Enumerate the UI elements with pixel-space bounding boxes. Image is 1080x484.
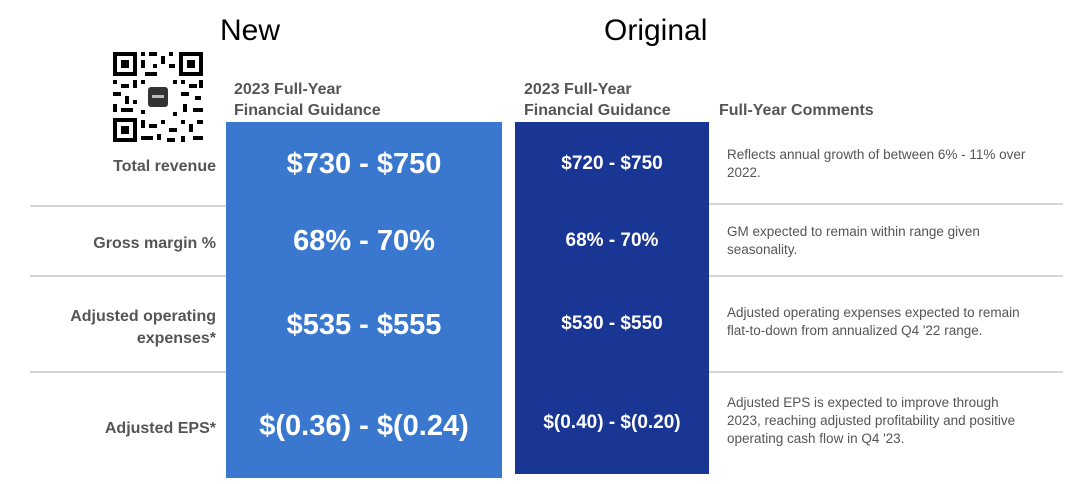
row-label-total-revenue: Total revenue: [113, 158, 216, 175]
row-label-adjusted-operating-expenses: Adjusted operating expenses*: [16, 306, 216, 350]
row-separator: [709, 203, 1063, 205]
original-value-total-revenue: $720 - $750: [561, 153, 663, 174]
original-guidance-header-line1: 2023 Full-Year: [524, 81, 632, 98]
original-value-gross-margin: 68% - 70%: [565, 230, 659, 251]
row-separator: [709, 371, 1063, 373]
row-label-line: expenses*: [136, 330, 216, 347]
comment-line: Reflects annual growth of between 6% - 1…: [727, 147, 1026, 162]
comment-line: 2022.: [727, 165, 761, 180]
row-separator: [30, 371, 226, 373]
row-label-gross-margin: Gross margin %: [93, 235, 216, 252]
comment-gross-margin: GM expected to remain within range given…: [727, 223, 1057, 259]
new-value-total-revenue: $730 - $750: [286, 148, 442, 180]
original-guidance-panel: [515, 122, 709, 474]
comment-adjusted-operating-expenses: Adjusted operating expenses expected to …: [727, 304, 1057, 340]
comment-total-revenue: Reflects annual growth of between 6% - 1…: [727, 146, 1057, 182]
comment-line: seasonality.: [727, 242, 798, 257]
original-guidance-header: 2023 Full-Year Financial Guidance: [524, 79, 671, 121]
qr-code-icon: [111, 50, 205, 144]
new-value-adjusted-operating-expenses: $535 - $555: [286, 309, 442, 341]
row-separator: [30, 205, 226, 207]
new-guidance-header: 2023 Full-Year Financial Guidance: [234, 79, 381, 121]
original-header: Original: [604, 14, 708, 47]
comments-header: Full-Year Comments: [719, 102, 874, 119]
new-guidance-panel: [226, 122, 502, 478]
original-value-adjusted-eps: $(0.40) - $(0.20): [543, 412, 681, 433]
row-separator: [30, 275, 226, 277]
comment-adjusted-eps: Adjusted EPS is expected to improve thro…: [727, 394, 1057, 448]
new-header: New: [220, 14, 281, 47]
new-value-adjusted-eps: $(0.36) - $(0.24): [259, 410, 469, 442]
comment-line: flat-to-down from annualized Q4 '22 rang…: [727, 323, 983, 338]
comment-line: Adjusted EPS is expected to improve thro…: [727, 395, 999, 410]
new-guidance-header-line1: 2023 Full-Year: [234, 81, 342, 98]
row-separator: [709, 275, 1063, 277]
comment-line: 2023, reaching adjusted profitability an…: [727, 413, 1016, 428]
row-label-adjusted-eps: Adjusted EPS*: [104, 420, 216, 437]
comment-line: Adjusted operating expenses expected to …: [727, 305, 1020, 320]
comment-line: operating cash flow in Q4 '23.: [727, 431, 905, 446]
row-label-line: Adjusted operating: [70, 308, 216, 325]
original-value-adjusted-operating-expenses: $530 - $550: [561, 313, 663, 334]
original-guidance-header-line2: Financial Guidance: [524, 102, 671, 119]
new-value-gross-margin: 68% - 70%: [293, 225, 435, 257]
comment-line: GM expected to remain within range given: [727, 224, 980, 239]
new-guidance-header-line2: Financial Guidance: [234, 102, 381, 119]
